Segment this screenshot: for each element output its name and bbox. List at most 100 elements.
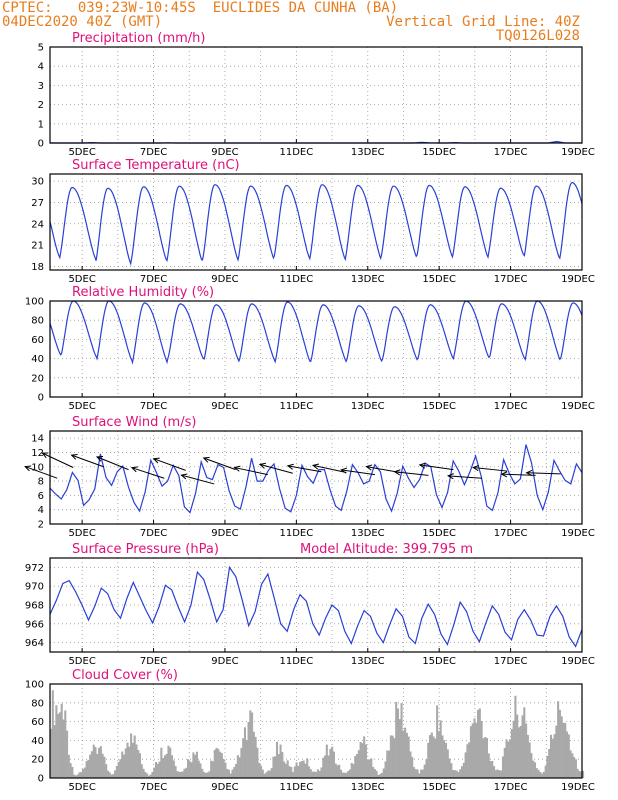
cloud-bar [261, 769, 264, 778]
cloud-bar [258, 762, 261, 778]
cloud-bar [549, 734, 553, 778]
y-tick-label: 10 [31, 462, 44, 473]
cloud-bar [571, 753, 574, 778]
header-line-1: CPTEC: 039:23W-10:45S EUCLIDES DA CUNHA … [2, 0, 399, 16]
cloud-bar [505, 739, 508, 778]
wind-arrow-head [130, 466, 138, 473]
wind-arrow [258, 462, 293, 474]
cloud-bar [297, 765, 300, 778]
cloud-bar [379, 774, 382, 778]
cloud-bar [421, 769, 424, 778]
wind-arrow [472, 465, 508, 472]
cloud-bar [311, 771, 314, 778]
cloud-bar [343, 772, 346, 778]
cloud-bar [299, 761, 302, 778]
temperature-title: Surface Temperature (nC) [72, 158, 240, 173]
wind-arrow-head [258, 462, 266, 469]
cloud-bar [478, 708, 481, 778]
wind-arrow [311, 463, 347, 473]
y-tick-label: 0 [38, 139, 44, 150]
cloud-bar [564, 722, 567, 778]
cloud-bar [389, 735, 392, 778]
humidity-title: Relative Humidity (%) [72, 285, 214, 300]
cloud-bar [573, 757, 576, 778]
wind-arrow-head [286, 463, 294, 470]
cloud-bar [405, 732, 408, 778]
cloud-bar [548, 749, 551, 778]
cloud-bar [348, 769, 351, 778]
cloud-bar [434, 738, 437, 778]
wind-arrow-shaft [96, 456, 129, 471]
y-tick-label: 100 [25, 680, 44, 691]
cloud-bar [291, 771, 295, 778]
y-tick-label: 972 [25, 563, 44, 574]
wind-arrow [418, 462, 454, 471]
wind-arrow-shaft [501, 473, 536, 476]
cloud-bar [539, 771, 542, 778]
cloud-bar [300, 761, 303, 778]
y-tick-label: 20 [31, 373, 44, 384]
cloud-bar [199, 763, 202, 778]
y-tick-label: 12 [31, 448, 44, 459]
cloud-bar [197, 760, 200, 778]
cloud-bar [444, 742, 448, 778]
wind-arrow [95, 455, 129, 471]
cloud-bar [496, 769, 499, 778]
x-tick-label: 11DEC [279, 274, 313, 285]
cloud-bar [382, 768, 385, 778]
wind-arrow-shaft [341, 469, 375, 476]
cloud-bar [368, 759, 371, 778]
cloud-bar [521, 715, 524, 778]
cloud-bar [542, 771, 545, 778]
cloud-bar [325, 744, 328, 778]
cloud-bar [98, 747, 101, 778]
cloud-bar [279, 744, 282, 778]
cloud-bar [236, 755, 239, 778]
cloud-bar [265, 772, 268, 778]
cloud-bar [174, 766, 177, 778]
y-tick-label: 14 [31, 434, 44, 445]
cloud-bar [274, 756, 277, 778]
x-tick-label: 19DEC [561, 401, 595, 412]
model-id-label: TQ0126L028 [495, 28, 580, 44]
cloud-bar [71, 766, 74, 778]
cloud-bar [267, 770, 270, 778]
x-tick-label: 15DEC [422, 782, 456, 793]
cloud-bar [357, 750, 360, 778]
cloud-bar [562, 722, 565, 778]
cloud-bar [402, 730, 405, 778]
y-tick-label: 2 [38, 520, 44, 531]
cloud-bar [512, 720, 515, 778]
cloud-bar [475, 722, 478, 778]
wind-arrow-head [418, 462, 426, 469]
wind-arrow [525, 469, 561, 476]
cloud-bar [80, 772, 83, 778]
cloud-bar [66, 730, 69, 778]
panel-frame [49, 430, 583, 525]
cloud-bar [437, 731, 440, 778]
cloud-bar [283, 761, 286, 778]
cloud-bar [119, 759, 122, 778]
cloud-bar [345, 772, 348, 778]
cloud-bar [468, 742, 471, 778]
cloud-bar [318, 770, 321, 778]
cloud-bar [275, 741, 279, 778]
wind-title: Surface Wind (m/s) [72, 415, 196, 430]
wind-arrow [233, 465, 268, 476]
wind-arrow-shaft [181, 474, 215, 485]
cloud-bar [537, 769, 540, 778]
cloud-bar [112, 774, 115, 778]
wind-arrow-head [202, 456, 210, 463]
panel-frame [49, 46, 583, 144]
cloud-bar [138, 753, 142, 778]
cloud-bar [270, 768, 273, 778]
cloud-bar [281, 752, 284, 778]
cloud-bar [194, 754, 197, 778]
cloud-bar [238, 757, 241, 778]
cloud-bar [99, 746, 102, 778]
cloud-bar [503, 747, 506, 778]
cloud-bar [373, 769, 376, 778]
y-tick-label: 80 [31, 698, 44, 709]
wind-arrow-head [70, 454, 78, 460]
